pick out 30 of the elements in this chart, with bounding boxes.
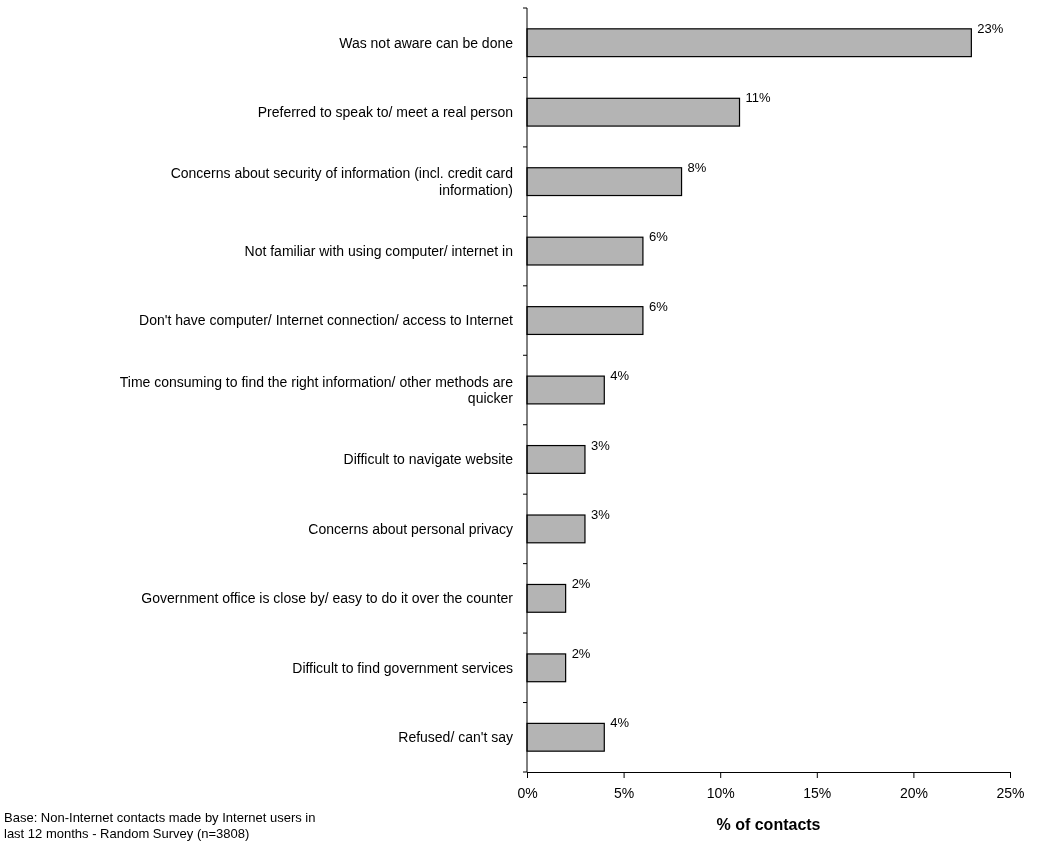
data-label: 3% xyxy=(590,437,611,453)
x-axis-title: % of contacts xyxy=(716,816,821,833)
data-label: 11% xyxy=(745,90,772,106)
data-label: 4% xyxy=(610,368,630,384)
x-tick-label: 25% xyxy=(996,784,1025,801)
data-label: 6% xyxy=(648,229,669,245)
x-tick-label: 10% xyxy=(706,784,735,801)
y-tick-label: Not familiar with using computer/ internet in xyxy=(244,242,513,259)
data-label: 8% xyxy=(687,159,707,175)
y-tick-label: Time consuming to find the right information/ other methods are quicker xyxy=(119,373,514,407)
data-label: 2% xyxy=(571,645,591,661)
x-tick-label: 15% xyxy=(803,784,832,801)
y-tick-label: Difficult to find government services xyxy=(292,659,513,676)
data-label: 4% xyxy=(610,715,630,731)
text: Base: Non-Internet contacts made by Internet users in last 12 months - Random Survey (n=3808) xyxy=(4,810,316,842)
data-label: 3% xyxy=(590,507,611,523)
x-tick-label: 0% xyxy=(517,784,538,801)
y-tick-label: Refused/ can't say xyxy=(398,729,513,746)
data-label: 23% xyxy=(977,20,1004,36)
y-tick-label: Concerns about security of information (incl. credit card information) xyxy=(170,165,513,198)
y-tick-label: Concerns about personal privacy xyxy=(308,520,513,537)
y-tick-label: Preferred to speak to/ meet a real person xyxy=(257,104,513,121)
x-tick-label: 5% xyxy=(613,784,635,801)
y-tick-label: Don't have computer/ Internet connection/ access to Internet xyxy=(139,312,514,329)
x-tick-label: 20% xyxy=(899,784,928,801)
y-tick-label: Difficult to navigate website xyxy=(343,451,514,468)
data-label: 2% xyxy=(571,576,591,592)
data-label: 6% xyxy=(648,298,669,314)
y-tick-label: Was not aware can be done xyxy=(339,34,514,51)
y-tick-label: Government office is close by/ easy to do it over the counter xyxy=(141,590,514,607)
